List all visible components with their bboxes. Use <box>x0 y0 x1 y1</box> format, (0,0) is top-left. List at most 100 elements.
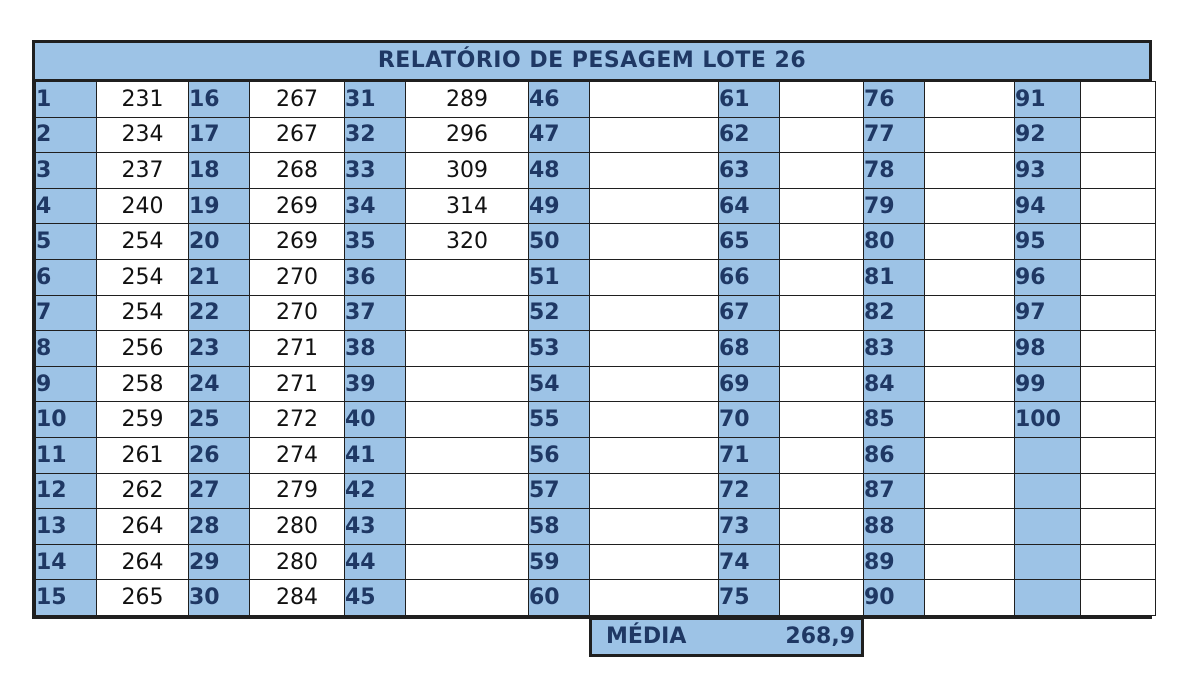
animal-number-cell: 82 <box>863 294 925 332</box>
animal-number-cell: 77 <box>863 116 925 154</box>
animal-number-cell <box>1014 436 1081 474</box>
weight-cell <box>405 436 529 474</box>
weights-table: 1 231 16 267 31 289 46 61 76 91 2 234 17 267 32 296 47 62… <box>35 81 1156 616</box>
animal-number-cell: 76 <box>863 81 925 118</box>
weight-cell <box>924 365 1015 403</box>
animal-number-cell: 63 <box>718 152 780 189</box>
weight-cell <box>589 579 719 616</box>
animal-number-cell: 41 <box>344 436 406 474</box>
table-row: 11 261 26 274 41 56 71 86 <box>35 436 1156 474</box>
animal-number-cell: 57 <box>528 472 590 510</box>
table-row: 8 256 23 271 38 53 68 83 98 <box>35 330 1156 367</box>
animal-number-cell: 52 <box>528 294 590 332</box>
weight-cell <box>1080 223 1156 260</box>
weight-cell <box>779 436 864 474</box>
weight-cell <box>589 223 719 260</box>
animal-number-cell: 93 <box>1014 152 1081 189</box>
weight-cell <box>589 152 719 189</box>
animal-number-cell: 86 <box>863 436 925 474</box>
animal-number-cell: 49 <box>528 187 590 225</box>
animal-number-cell: 43 <box>344 508 406 545</box>
weight-cell <box>779 116 864 154</box>
weight-cell <box>924 330 1015 367</box>
weight-cell: 261 <box>96 436 189 474</box>
weight-cell <box>924 472 1015 510</box>
table-row: 9 258 24 271 39 54 69 84 99 <box>35 365 1156 403</box>
weight-cell <box>589 436 719 474</box>
weight-cell <box>924 294 1015 332</box>
weight-cell <box>1080 116 1156 154</box>
weight-cell: 256 <box>96 330 189 367</box>
animal-number-cell: 26 <box>188 436 250 474</box>
animal-number-cell: 60 <box>528 579 590 616</box>
animal-number-cell: 16 <box>188 81 250 118</box>
animal-number-cell: 96 <box>1014 258 1081 296</box>
animal-number-cell: 29 <box>188 543 250 581</box>
report-title: RELATÓRIO DE PESAGEM LOTE 26 <box>35 43 1149 81</box>
weight-cell <box>779 258 864 296</box>
weight-cell <box>1080 294 1156 332</box>
weight-cell <box>924 543 1015 581</box>
animal-number-cell: 30 <box>188 579 250 616</box>
weight-cell <box>589 472 719 510</box>
animal-number-cell: 2 <box>35 116 97 154</box>
animal-number-cell: 37 <box>344 294 406 332</box>
animal-number-cell: 66 <box>718 258 780 296</box>
animal-number-cell: 34 <box>344 187 406 225</box>
weight-cell <box>779 81 864 118</box>
weight-cell <box>589 365 719 403</box>
animal-number-cell: 55 <box>528 401 590 438</box>
weight-cell <box>779 223 864 260</box>
weight-cell: 268 <box>249 152 345 189</box>
animal-number-cell: 46 <box>528 81 590 118</box>
animal-number-cell: 48 <box>528 152 590 189</box>
animal-number-cell: 40 <box>344 401 406 438</box>
table-row: 3 237 18 268 33 309 48 63 78 93 <box>35 152 1156 189</box>
animal-number-cell: 50 <box>528 223 590 260</box>
animal-number-cell: 61 <box>718 81 780 118</box>
weight-cell <box>405 294 529 332</box>
animal-number-cell: 36 <box>344 258 406 296</box>
animal-number-cell: 35 <box>344 223 406 260</box>
animal-number-cell: 1 <box>35 81 97 118</box>
animal-number-cell: 65 <box>718 223 780 260</box>
animal-number-cell: 11 <box>35 436 97 474</box>
animal-number-cell: 32 <box>344 116 406 154</box>
table-row: 5 254 20 269 35 320 50 65 80 95 <box>35 223 1156 260</box>
table-row: 10 259 25 272 40 55 70 85 100 <box>35 401 1156 438</box>
weight-cell <box>924 579 1015 616</box>
weight-cell <box>779 472 864 510</box>
animal-number-cell: 24 <box>188 365 250 403</box>
animal-number-cell: 8 <box>35 330 97 367</box>
weight-cell: 231 <box>96 81 189 118</box>
animal-number-cell: 79 <box>863 187 925 225</box>
weight-cell <box>924 152 1015 189</box>
table-row: 7 254 22 270 37 52 67 82 97 <box>35 294 1156 332</box>
animal-number-cell <box>1014 579 1081 616</box>
weight-cell: 309 <box>405 152 529 189</box>
weight-cell <box>405 258 529 296</box>
animal-number-cell: 62 <box>718 116 780 154</box>
animal-number-cell: 20 <box>188 223 250 260</box>
weight-cell: 272 <box>249 401 345 438</box>
animal-number-cell: 45 <box>344 579 406 616</box>
table-row: 4 240 19 269 34 314 49 64 79 94 <box>35 187 1156 225</box>
weight-cell <box>1080 543 1156 581</box>
animal-number-cell: 12 <box>35 472 97 510</box>
weight-cell: 320 <box>405 223 529 260</box>
animal-number-cell: 97 <box>1014 294 1081 332</box>
weight-cell: 265 <box>96 579 189 616</box>
weight-cell <box>924 116 1015 154</box>
weight-cell: 269 <box>249 223 345 260</box>
animal-number-cell: 56 <box>528 436 590 474</box>
animal-number-cell: 38 <box>344 330 406 367</box>
weight-cell: 274 <box>249 436 345 474</box>
animal-number-cell: 75 <box>718 579 780 616</box>
animal-number-cell <box>1014 472 1081 510</box>
weight-cell <box>405 472 529 510</box>
animal-number-cell: 90 <box>863 579 925 616</box>
weight-cell <box>779 579 864 616</box>
weight-cell <box>589 401 719 438</box>
weight-cell <box>924 508 1015 545</box>
weight-cell: 258 <box>96 365 189 403</box>
